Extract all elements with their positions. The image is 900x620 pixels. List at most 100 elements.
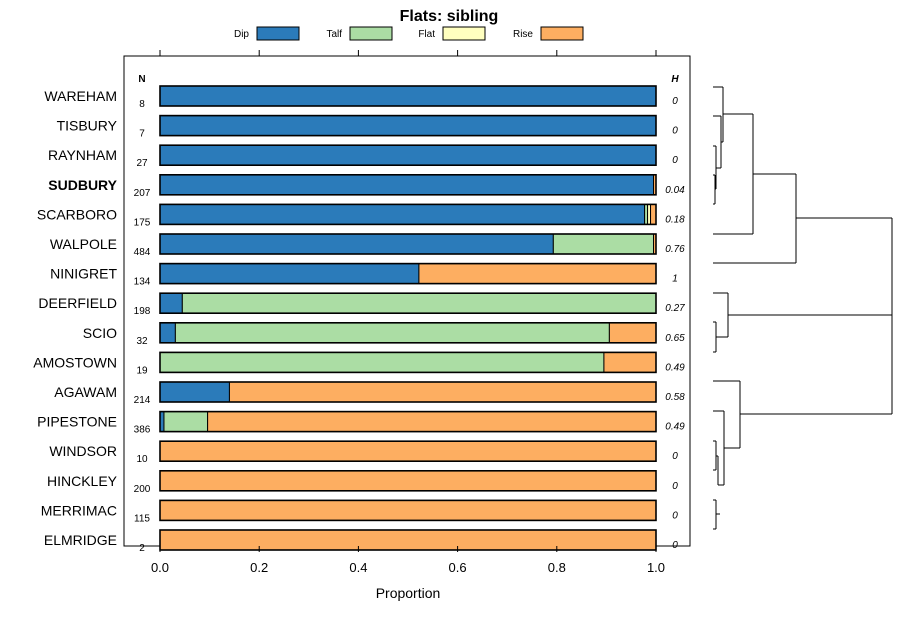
category-label: SCIO xyxy=(83,325,117,341)
h-value: 0 xyxy=(672,481,678,492)
bar-segment-dip xyxy=(159,263,420,285)
category-label: WINDSOR xyxy=(49,443,117,459)
bar-segment-talf xyxy=(163,411,209,433)
n-value: 134 xyxy=(134,277,151,288)
category-label: PIPESTONE xyxy=(37,414,117,430)
bar-segment-rise xyxy=(207,411,657,433)
bar-outline xyxy=(159,174,657,196)
bar-outline xyxy=(159,529,657,551)
n-header: N xyxy=(138,74,145,85)
category-label: MERRIMAC xyxy=(41,502,117,518)
legend-swatch-flat xyxy=(442,26,486,41)
legend-label-rise: Rise xyxy=(513,29,533,40)
bar-segment-rise xyxy=(159,529,657,551)
bar-segment-dip xyxy=(159,203,646,225)
bar-segment-dip xyxy=(159,381,230,403)
bar-segment-rise xyxy=(228,381,657,403)
x-tick-label: 0.2 xyxy=(250,560,268,575)
category-label: RAYNHAM xyxy=(48,147,117,163)
n-value: 198 xyxy=(134,306,151,317)
category-label: TISBURY xyxy=(57,118,118,134)
bar-outline xyxy=(159,262,657,285)
category-label: AMOSTOWN xyxy=(33,354,117,370)
h-value: 0 xyxy=(672,155,678,166)
n-value: 175 xyxy=(134,217,151,228)
x-tick-label: 0.6 xyxy=(449,560,467,575)
bar-segment-rise xyxy=(159,440,657,462)
category-label: SUDBURY xyxy=(48,177,117,193)
bar-segment-rise xyxy=(603,351,657,373)
n-value: 27 xyxy=(136,158,148,169)
legend-swatch-talf xyxy=(349,26,393,41)
bar-segment-talf xyxy=(552,233,655,255)
bar-segment-talf xyxy=(159,351,605,373)
bar-segment-dip xyxy=(159,144,657,166)
h-value: 0 xyxy=(672,126,678,137)
h-value: 0.04 xyxy=(665,185,685,196)
x-tick-label: 1.0 xyxy=(647,560,665,575)
legend-label-flat: Flat xyxy=(418,29,435,40)
bar-segment-rise xyxy=(159,470,657,492)
bar-segment-dip xyxy=(159,322,176,344)
x-tick-label: 0.0 xyxy=(151,560,169,575)
h-value: 0.65 xyxy=(665,333,685,344)
bar-outline xyxy=(159,85,657,107)
h-value: 0 xyxy=(672,540,678,551)
bar-segment-rise xyxy=(418,263,657,285)
n-value: 200 xyxy=(134,484,151,495)
n-value: 32 xyxy=(136,336,148,347)
bar-outline xyxy=(159,499,657,522)
bar-segment-dip xyxy=(159,233,554,255)
chart-title: Flats: sibling xyxy=(400,8,499,25)
h-value: 0.49 xyxy=(665,362,685,373)
bar-outline xyxy=(159,381,657,403)
bar-outline xyxy=(159,292,657,315)
h-value: 0 xyxy=(672,510,678,521)
n-value: 207 xyxy=(134,188,151,199)
bar-outline xyxy=(159,440,657,463)
dendrogram xyxy=(713,86,893,530)
x-tick-label: 0.8 xyxy=(548,560,566,575)
bar-outline xyxy=(159,144,657,166)
bar-outline xyxy=(159,233,657,255)
bar-segment-dip xyxy=(159,174,655,196)
bar-segment-rise xyxy=(650,203,657,225)
bar-segment-talf xyxy=(181,292,657,314)
bar-outline xyxy=(159,203,657,226)
x-axis-title: Proportion xyxy=(376,585,441,601)
x-tick-label: 0.4 xyxy=(349,560,367,575)
category-label: HINCKLEY xyxy=(47,473,118,489)
n-value: 214 xyxy=(134,395,151,406)
bar-outline xyxy=(159,114,657,137)
category-label: SCARBORO xyxy=(37,206,117,222)
category-label: DEERFIELD xyxy=(38,295,117,311)
n-value: 2 xyxy=(139,543,145,554)
x-axis: 0.0 0.2 0.4 0.6 0.8 1.0 xyxy=(151,50,665,575)
bar-segment-rise xyxy=(608,322,657,344)
n-value: 8 xyxy=(139,99,145,110)
category-label: NINIGRET xyxy=(50,266,117,282)
bar-outline xyxy=(159,351,657,374)
n-value: 484 xyxy=(134,247,151,258)
legend-swatch-rise xyxy=(540,26,584,41)
bar-segment-dip xyxy=(159,292,183,314)
h-header: H xyxy=(671,74,679,85)
n-value: 7 xyxy=(139,129,145,140)
h-value: 0.18 xyxy=(665,214,685,225)
n-value: 10 xyxy=(136,454,148,465)
n-value: 386 xyxy=(134,425,151,436)
bar-segment-dip xyxy=(159,85,657,107)
n-value: 115 xyxy=(134,513,150,524)
h-value: 1 xyxy=(672,274,678,285)
h-value: 0 xyxy=(672,451,678,462)
bar-rows: WAREHAM 8 0 TISBURY 7 0 RAYNHAM 27 0 SUDBURY 207 0.… xyxy=(33,85,685,554)
category-label: ELMRIDGE xyxy=(44,532,117,548)
bar-segment-dip xyxy=(159,115,657,137)
bar-outline xyxy=(159,321,657,344)
h-value: 0.27 xyxy=(665,303,685,314)
h-value: 0.58 xyxy=(665,392,685,403)
legend-label-talf: Talf xyxy=(326,29,342,40)
bar-outline xyxy=(159,410,657,433)
bar-outline xyxy=(159,469,657,492)
